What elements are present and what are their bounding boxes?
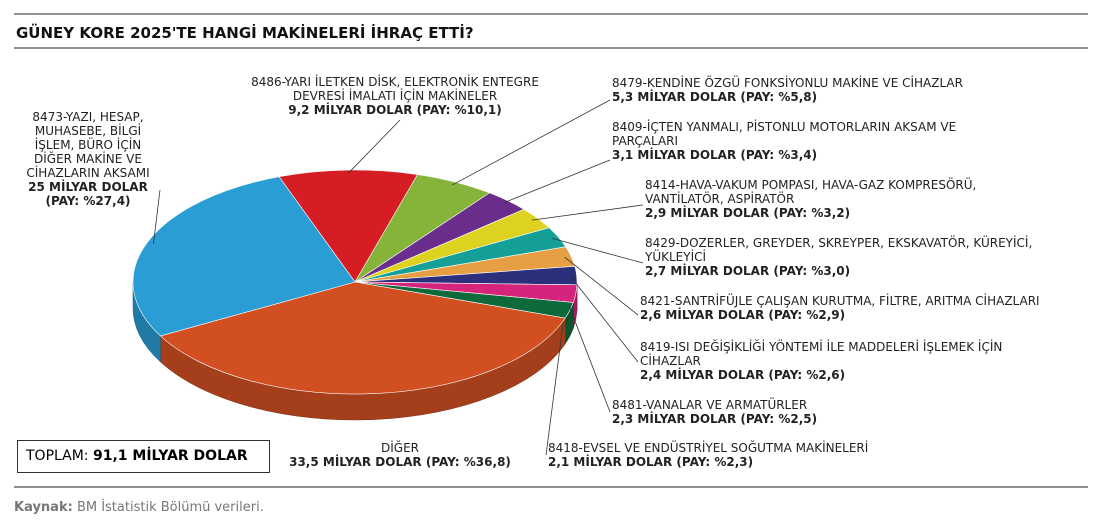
share-text: (PAY: %2,5) <box>740 412 818 426</box>
source-text: BM İstatistik Bölümü verileri. <box>76 500 264 515</box>
value-label: 33,5 MİLYAR DOLAR (PAY: %36,8) <box>280 455 520 469</box>
value-label: 2,7 MİLYAR DOLAR (PAY: %3,0) <box>645 264 1075 278</box>
share-text: (PAY: %27,4) <box>45 194 131 208</box>
source-label: Kaynak: <box>14 500 73 515</box>
slice <box>132 176 356 337</box>
slice-label: 8481-VANALAR VE ARMATÜRLER 2,3 MİLYAR DOL… <box>612 398 912 426</box>
value-text: 2,6 MİLYAR DOLAR <box>640 308 765 322</box>
value-text: 9,2 MİLYAR DOLAR <box>288 103 413 117</box>
total-label: TOPLAM: <box>26 448 89 464</box>
value-text: 2,1 MİLYAR DOLAR <box>548 455 673 469</box>
value-text: 33,5 MİLYAR DOLAR <box>289 455 422 469</box>
slice-label: 8486-YARI İLETKEN DİSK, ELEKTRONİK ENTEG… <box>245 75 545 117</box>
chart-title: GÜNEY KORE 2025'TE HANGİ MAKİNELERİ İHRA… <box>16 24 474 42</box>
slice-label: 8421-SANTRİFÜJLE ÇALIŞAN KURUTMA, FİLTRE… <box>640 294 1090 322</box>
leader-line <box>451 99 611 186</box>
slice-label: 8429-DOZERLER, GREYDER, SKREYPER, EKSKAV… <box>645 236 1075 278</box>
leader-line <box>347 119 401 174</box>
value-text: 3,1 MİLYAR DOLAR <box>612 148 737 162</box>
category-name: 8421-SANTRİFÜJLE ÇALIŞAN KURUTMA, FİLTRE… <box>640 294 1040 308</box>
category-name: 8479-KENDİNE ÖZGÜ FONKSİYONLU MAKİNE VE … <box>612 76 963 90</box>
leader-line <box>552 238 644 264</box>
total-value: 91,1 MİLYAR DOLAR <box>92 448 248 464</box>
category-name: 8409-İÇTEN YANMALI, PİSTONLU MOTORLARIN … <box>612 120 957 148</box>
value-text: 25 MİLYAR DOLAR <box>28 180 148 194</box>
value-text: 2,7 MİLYAR DOLAR <box>645 264 770 278</box>
value-label: 5,3 MİLYAR DOLAR (PAY: %5,8) <box>612 90 1012 104</box>
value-label: 2,3 MİLYAR DOLAR (PAY: %2,5) <box>612 412 912 426</box>
value-text: 2,3 MİLYAR DOLAR <box>612 412 737 426</box>
share-text: (PAY: %2,3) <box>676 455 754 469</box>
share-text: (PAY: %3,2) <box>773 206 851 220</box>
value-label: 3,1 MİLYAR DOLAR (PAY: %3,4) <box>612 148 1012 162</box>
leader-line <box>564 256 639 316</box>
slice-label: 8414-HAVA-VAKUM POMPASI, HAVA-GAZ KOMPRE… <box>645 178 1025 220</box>
value-text: 2,4 MİLYAR DOLAR <box>640 368 765 382</box>
share-text: (PAY: %3,0) <box>773 264 851 278</box>
slice-label: 8473-YAZI, HESAP, MUHASEBE, BİLGİ İŞLEM,… <box>18 110 158 208</box>
category-name: 8429-DOZERLER, GREYDER, SKREYPER, EKSKAV… <box>645 236 1033 264</box>
leader-line <box>502 159 611 204</box>
source: Kaynak: BM İstatistik Bölümü verileri. <box>14 500 264 515</box>
leader-line <box>545 322 564 456</box>
total-box: TOPLAM: 91,1 MİLYAR DOLAR <box>17 440 270 473</box>
leader-line <box>153 189 161 244</box>
leader-line <box>568 305 611 413</box>
category-name: 8418-EVSEL VE ENDÜSTRİYEL SOĞUTMA MAKİNE… <box>548 441 869 455</box>
category-name: DİĞER <box>381 441 419 455</box>
share-text: (PAY: %3,4) <box>740 148 818 162</box>
value-text: 5,3 MİLYAR DOLAR <box>612 90 737 104</box>
leader-line <box>569 275 639 363</box>
value-text: 2,9 MİLYAR DOLAR <box>645 206 770 220</box>
value-label: 2,4 MİLYAR DOLAR (PAY: %2,6) <box>640 368 1060 382</box>
share-text: (PAY: %10,1) <box>416 103 502 117</box>
slice <box>278 169 418 283</box>
share-text: (PAY: %36,8) <box>425 455 511 469</box>
value-label: 2,6 MİLYAR DOLAR (PAY: %2,9) <box>640 308 1090 322</box>
category-name: 8481-VANALAR VE ARMATÜRLER <box>612 398 808 412</box>
slice <box>159 281 566 395</box>
category-name: 8473-YAZI, HESAP, MUHASEBE, BİLGİ İŞLEM,… <box>26 110 150 180</box>
share-text: (PAY: %2,9) <box>768 308 846 322</box>
value-label: 2,1 MİLYAR DOLAR (PAY: %2,3) <box>548 455 948 469</box>
value-label: 9,2 MİLYAR DOLAR (PAY: %10,1) <box>245 103 545 117</box>
slice-label: 8409-İÇTEN YANMALI, PİSTONLU MOTORLARIN … <box>612 120 1012 162</box>
category-name: 8414-HAVA-VAKUM POMPASI, HAVA-GAZ KOMPRE… <box>645 178 977 206</box>
leader-line <box>531 204 644 221</box>
value-label: 2,9 MİLYAR DOLAR (PAY: %3,2) <box>645 206 1025 220</box>
slice-label: 8479-KENDİNE ÖZGÜ FONKSİYONLU MAKİNE VE … <box>612 76 1012 104</box>
share-text: (PAY: %5,8) <box>740 90 818 104</box>
slice-label: DİĞER 33,5 MİLYAR DOLAR (PAY: %36,8) <box>280 441 520 469</box>
share-text: (PAY: %2,6) <box>768 368 846 382</box>
category-name: 8486-YARI İLETKEN DİSK, ELEKTRONİK ENTEG… <box>251 75 539 103</box>
category-name: 8419-ISI DEĞİŞİKLİĞİ YÖNTEMİ İLE MADDELE… <box>640 340 1003 368</box>
value-label: 25 MİLYAR DOLAR (PAY: %27,4) <box>18 180 158 208</box>
slice-label: 8418-EVSEL VE ENDÜSTRİYEL SOĞUTMA MAKİNE… <box>548 441 948 469</box>
slice-label: 8419-ISI DEĞİŞİKLİĞİ YÖNTEMİ İLE MADDELE… <box>640 340 1060 382</box>
